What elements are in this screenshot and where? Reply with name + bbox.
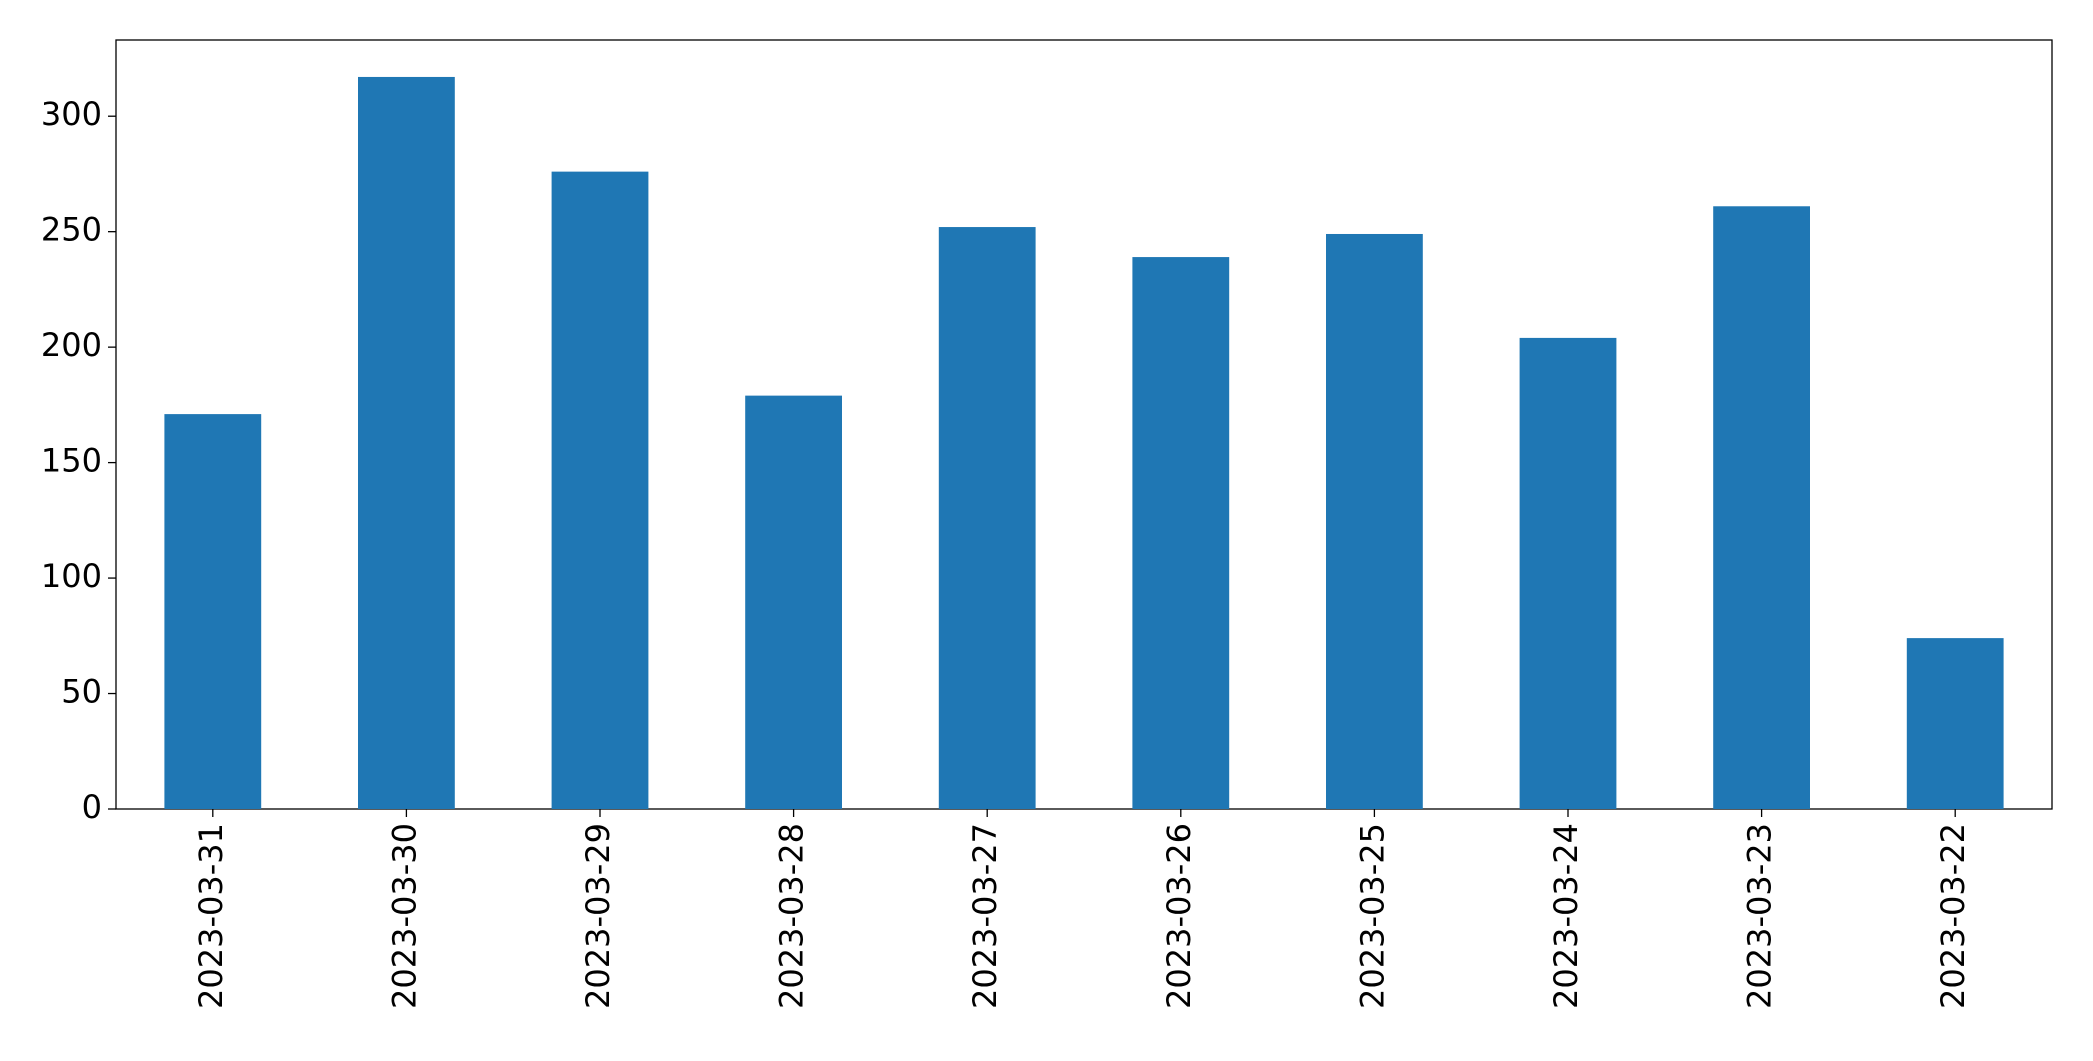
x-tick-label: 2023-03-23 [1741,823,1779,1009]
bar [1326,233,1423,809]
x-tick-label: 2023-03-30 [385,823,423,1009]
x-tick-label: 2023-03-26 [1160,823,1198,1009]
bar [938,227,1036,809]
bar [1713,206,1810,809]
y-tick-label: 150 [41,442,102,480]
x-tick-label: 2023-03-28 [773,823,811,1009]
y-tick-label: 250 [41,211,102,249]
y-tick-label: 300 [41,95,102,133]
x-tick-label: 2023-03-25 [1353,823,1391,1009]
y-tick-label: 100 [41,557,102,595]
bar [1906,638,2004,809]
bar [1519,337,1617,809]
bar [551,171,649,810]
y-tick-label: 0 [82,788,102,826]
x-tick-label: 2023-03-24 [1547,823,1585,1009]
y-tick-label: 50 [61,673,102,711]
bar [358,76,455,809]
x-tick-label: 2023-03-31 [192,823,230,1009]
bar [1132,257,1230,809]
bar [745,395,842,809]
plot-frame [115,39,2053,810]
x-tick-label: 2023-03-29 [579,823,617,1009]
y-tick-label: 200 [41,326,102,364]
bar [164,414,262,809]
x-tick-label: 2023-03-27 [966,823,1004,1009]
x-tick-label: 2023-03-22 [1934,823,1972,1009]
